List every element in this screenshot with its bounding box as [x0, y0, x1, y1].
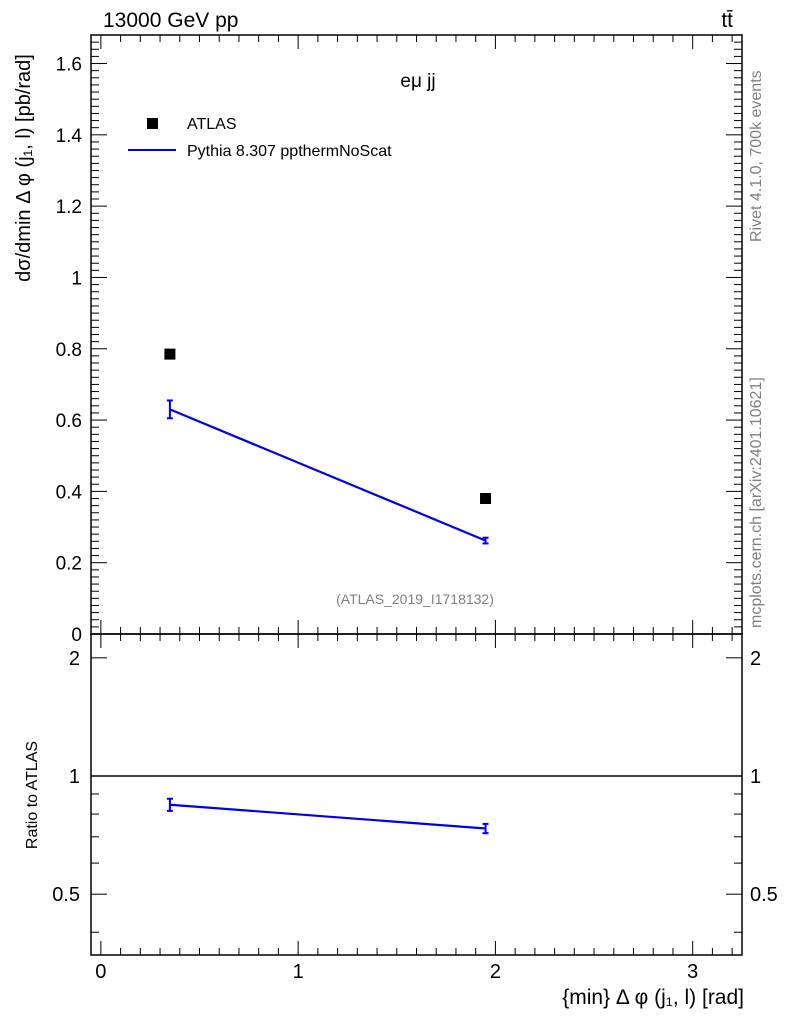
ratio-plot-frame: [90, 633, 743, 956]
main-y-axis-label: dσ/dmin Δ φ (j₁, l) [pb/rad]: [13, 54, 35, 282]
legend-atlas-label: ATLAS: [187, 116, 237, 133]
legend-atlas-marker: [147, 118, 158, 129]
ratio-mc-line: [169, 803, 486, 830]
mcplots-label: mcplots.cern.ch [arXiv:2401.10621]: [748, 377, 765, 628]
atlas-point: [164, 348, 176, 360]
x-tick-label: 3: [687, 961, 698, 983]
ratio-y-tick-label-right: 1: [750, 766, 761, 788]
x-axis-label: {min} Δ φ (j₁, l) [rad]: [562, 986, 744, 1009]
x-tick-label: 0: [95, 961, 106, 983]
mc-line: [169, 408, 486, 542]
ratio-y-tick-label-left: 2: [69, 648, 80, 670]
ratio-axis-ticks: [91, 634, 742, 955]
y-tick-label: 0.2: [56, 554, 82, 575]
legend-mc-label: Pythia 8.307 ppthermNoScat: [187, 143, 392, 160]
ratio-y-tick-labels: 0.5 0.5 1 1 2 2: [52, 648, 778, 906]
main-panel: 0 0.2 0.4 0.6 0.8 1 1.2 1.4 1.6 eμ jj dσ/dmin Δ …: [13, 34, 743, 646]
y-tick-label: 0.8: [56, 340, 82, 361]
process-label: tt̄: [721, 9, 733, 32]
ratio-y-tick-label-right: 0.5: [750, 884, 778, 906]
ratio-y-tick-label-left: 1: [69, 766, 80, 788]
y-tick-label: 1.6: [56, 55, 82, 76]
y-tick-label: 0.6: [56, 411, 82, 432]
y-tick-label: 1.2: [56, 197, 82, 218]
y-tick-label: 0.4: [56, 482, 83, 503]
x-tick-label: 1: [293, 961, 304, 983]
atlas-point: [480, 493, 492, 505]
y-tick-label: 1: [71, 268, 82, 289]
ratio-y-tick-label-right: 2: [750, 648, 761, 670]
y-tick-label: 0: [71, 625, 82, 646]
y-tick-label: 1.4: [56, 126, 83, 147]
x-tick-label: 2: [490, 961, 501, 983]
rivet-label: Rivet 4.1.0, 700k events: [748, 70, 765, 242]
main-data-marks: [164, 348, 492, 545]
x-tick-labels: 0 1 2 3: [95, 961, 698, 983]
ratio-y-tick-label-left: 0.5: [52, 884, 80, 906]
main-axis-ticks: [91, 34, 742, 635]
main-y-tick-labels: 0 0.2 0.4 0.6 0.8 1 1.2 1.4 1.6: [56, 55, 83, 646]
analysis-label: (ATLAS_2019_I1718132): [336, 591, 494, 607]
ratio-data-marks: [91, 775, 742, 835]
legend: ATLAS Pythia 8.307 ppthermNoScat: [128, 116, 392, 160]
ratio-panel: 0.5 0.5 1 1 2 2 0 1 2 3 Ratio to ATLAS {min} Δ φ…: [24, 633, 778, 1009]
plot-title: eμ jj: [400, 71, 435, 92]
energy-label: 13000 GeV pp: [103, 9, 238, 32]
ratio-y-axis-label: Ratio to ATLAS: [24, 741, 41, 849]
